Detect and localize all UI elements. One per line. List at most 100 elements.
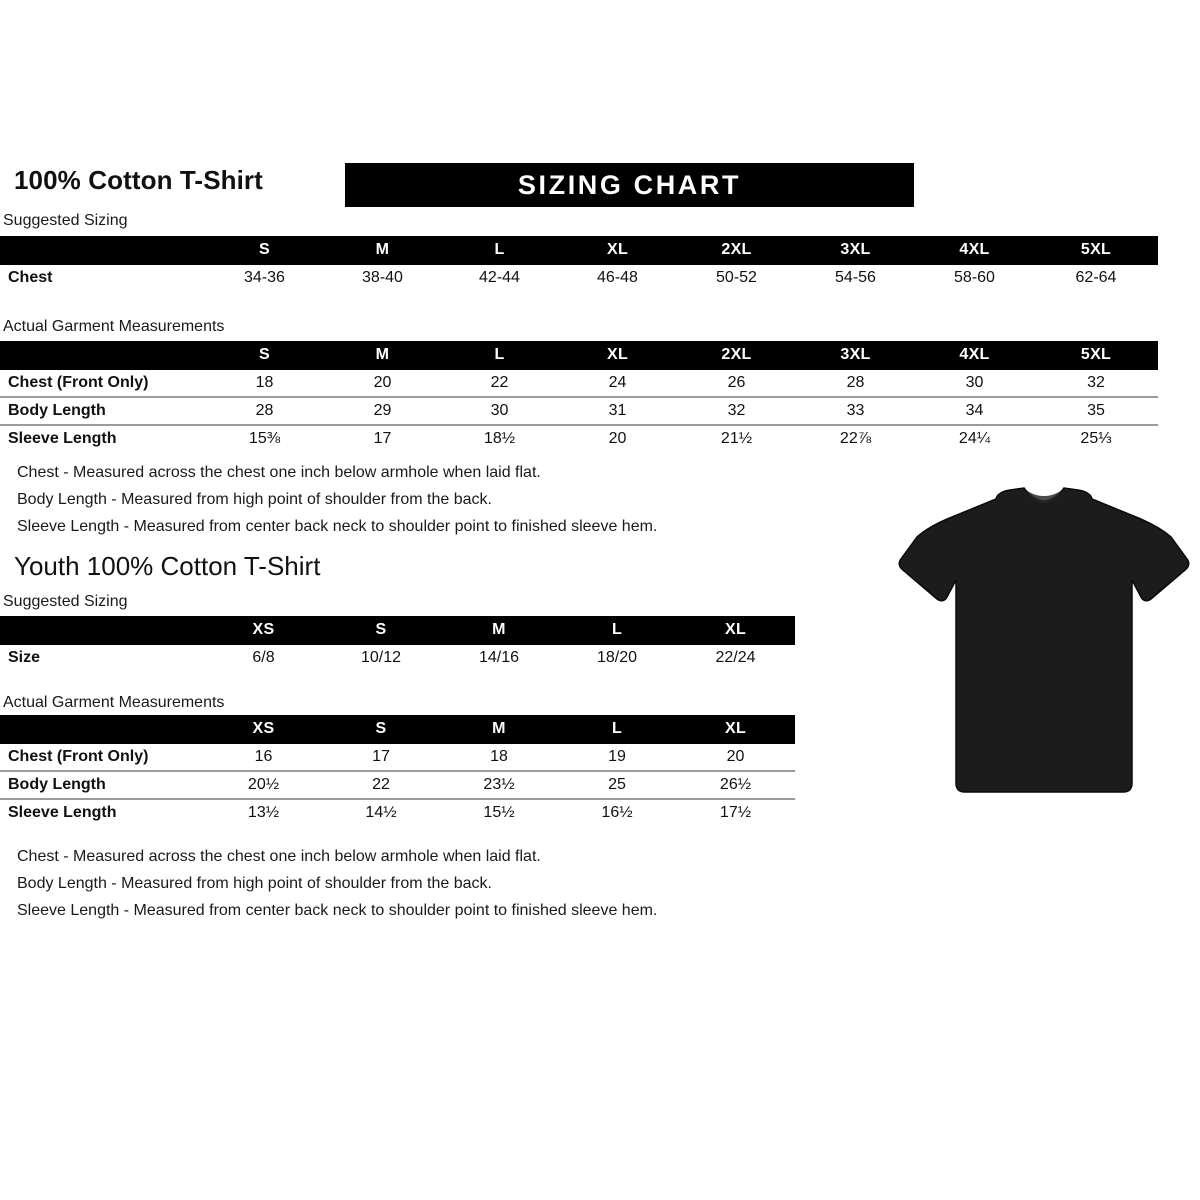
column-header-xl: XL bbox=[676, 715, 795, 744]
cell-size-xl: 22/24 bbox=[676, 645, 795, 671]
note-body-length: Body Length - Measured from high point o… bbox=[17, 875, 492, 892]
adult-measurement-notes: Chest - Measured across the chest one in… bbox=[17, 459, 657, 540]
row-label-sleeve-length: Sleeve Length bbox=[0, 798, 205, 826]
youth-actual-measurements-label: Actual Garment Measurements bbox=[3, 694, 225, 711]
row-label-chest-front-only: Chest (Front Only) bbox=[0, 744, 205, 771]
column-header-4xl: 4XL bbox=[915, 236, 1034, 265]
column-header-rowlabel bbox=[0, 236, 205, 265]
table-header-row: XS S M L XL bbox=[0, 715, 795, 744]
cell-chest-5xl: 62-64 bbox=[1034, 265, 1158, 291]
column-header-s: S bbox=[205, 341, 324, 370]
column-header-xs: XS bbox=[205, 715, 322, 744]
table-header-row: S M L XL 2XL 3XL 4XL 5XL bbox=[0, 341, 1158, 370]
table-row: Size 6/8 10/12 14/16 18/20 22/24 bbox=[0, 645, 795, 671]
cell-sleevelength-m: 17 bbox=[324, 424, 441, 452]
column-header-l: L bbox=[441, 236, 558, 265]
note-chest: Chest - Measured across the chest one in… bbox=[17, 848, 541, 865]
cell-chest-4xl: 58-60 bbox=[915, 265, 1034, 291]
row-label-chest: Chest bbox=[0, 265, 205, 291]
cell-bodylength-m: 23½ bbox=[440, 770, 558, 799]
adult-actual-measurements-label: Actual Garment Measurements bbox=[3, 318, 225, 335]
table-row: Body Length 20½ 22 23½ 25 26½ bbox=[0, 770, 795, 799]
column-header-5xl: 5XL bbox=[1034, 236, 1158, 265]
cell-size-l: 18/20 bbox=[558, 645, 676, 671]
cell-chestfront-4xl: 30 bbox=[915, 370, 1034, 397]
cell-sleevelength-5xl: 25⅓ bbox=[1034, 424, 1158, 452]
cell-chestfront-xs: 16 bbox=[205, 744, 322, 771]
column-header-m: M bbox=[324, 341, 441, 370]
cell-size-m: 14/16 bbox=[440, 645, 558, 671]
column-header-xs: XS bbox=[205, 616, 322, 645]
cell-chestfront-l: 19 bbox=[558, 744, 676, 771]
column-header-rowlabel bbox=[0, 341, 205, 370]
note-body-length: Body Length - Measured from high point o… bbox=[17, 491, 492, 508]
cell-bodylength-5xl: 35 bbox=[1034, 396, 1158, 425]
row-label-chest-front-only: Chest (Front Only) bbox=[0, 370, 205, 397]
cell-bodylength-l: 30 bbox=[441, 396, 558, 425]
cell-size-s: 10/12 bbox=[322, 645, 440, 671]
column-header-s: S bbox=[205, 236, 324, 265]
column-header-3xl: 3XL bbox=[796, 236, 915, 265]
cell-chest-s: 34-36 bbox=[205, 265, 324, 291]
column-header-3xl: 3XL bbox=[796, 341, 915, 370]
cell-bodylength-2xl: 32 bbox=[677, 396, 796, 425]
cell-sleevelength-xl: 17½ bbox=[676, 798, 795, 826]
cell-sleevelength-4xl: 24¼ bbox=[915, 424, 1034, 452]
cell-bodylength-m: 29 bbox=[324, 396, 441, 425]
adult-suggested-sizing-table: S M L XL 2XL 3XL 4XL 5XL Chest 34-36 38-… bbox=[0, 236, 1158, 291]
cell-sleevelength-s: 15⅜ bbox=[205, 424, 324, 452]
cell-sleevelength-3xl: 22⅞ bbox=[796, 424, 915, 452]
cell-chest-l: 42-44 bbox=[441, 265, 558, 291]
sizing-chart-banner: SIZING CHART bbox=[345, 163, 914, 207]
column-header-l: L bbox=[558, 616, 676, 645]
cell-sleevelength-s: 14½ bbox=[322, 798, 440, 826]
adult-suggested-sizing-label: Suggested Sizing bbox=[3, 212, 128, 229]
table-row: Chest 34-36 38-40 42-44 46-48 50-52 54-5… bbox=[0, 265, 1158, 291]
cell-sleevelength-m: 15½ bbox=[440, 798, 558, 826]
cell-bodylength-3xl: 33 bbox=[796, 396, 915, 425]
row-label-body-length: Body Length bbox=[0, 396, 205, 425]
column-header-xl: XL bbox=[558, 341, 677, 370]
page-header: 100% Cotton T-Shirt SIZING CHART bbox=[14, 163, 1186, 211]
cell-size-xs: 6/8 bbox=[205, 645, 322, 671]
column-header-xl: XL bbox=[676, 616, 795, 645]
adult-actual-measurements-table: S M L XL 2XL 3XL 4XL 5XL Chest (Front On… bbox=[0, 341, 1158, 452]
cell-sleevelength-2xl: 21½ bbox=[677, 424, 796, 452]
column-header-rowlabel bbox=[0, 715, 205, 744]
column-header-5xl: 5XL bbox=[1034, 341, 1158, 370]
table-row: Chest (Front Only) 16 17 18 19 20 bbox=[0, 744, 795, 771]
column-header-rowlabel bbox=[0, 616, 205, 645]
youth-section-title: Youth 100% Cotton T-Shirt bbox=[14, 551, 321, 581]
note-sleeve-length: Sleeve Length - Measured from center bac… bbox=[17, 902, 658, 919]
cell-sleevelength-l: 18½ bbox=[441, 424, 558, 452]
youth-measurement-notes: Chest - Measured across the chest one in… bbox=[17, 843, 657, 924]
youth-suggested-sizing-label: Suggested Sizing bbox=[3, 593, 128, 610]
column-header-s: S bbox=[322, 715, 440, 744]
column-header-2xl: 2XL bbox=[677, 341, 796, 370]
tshirt-illustration bbox=[893, 487, 1195, 802]
cell-bodylength-xs: 20½ bbox=[205, 770, 322, 799]
row-label-size: Size bbox=[0, 645, 205, 671]
cell-sleevelength-l: 16½ bbox=[558, 798, 676, 826]
column-header-4xl: 4XL bbox=[915, 341, 1034, 370]
sizing-chart-banner-label: SIZING CHART bbox=[517, 169, 742, 200]
cell-chest-2xl: 50-52 bbox=[677, 265, 796, 291]
cell-chest-xl: 46-48 bbox=[558, 265, 677, 291]
column-header-xl: XL bbox=[558, 236, 677, 265]
table-row: Chest (Front Only) 18 20 22 24 26 28 30 … bbox=[0, 370, 1158, 397]
tshirt-icon bbox=[898, 487, 1190, 793]
cell-chestfront-2xl: 26 bbox=[677, 370, 796, 397]
column-header-l: L bbox=[558, 715, 676, 744]
cell-chestfront-xl: 20 bbox=[676, 744, 795, 771]
cell-bodylength-xl: 31 bbox=[558, 396, 677, 425]
cell-chestfront-5xl: 32 bbox=[1034, 370, 1158, 397]
column-header-m: M bbox=[324, 236, 441, 265]
cell-chestfront-s: 18 bbox=[205, 370, 324, 397]
row-label-sleeve-length: Sleeve Length bbox=[0, 424, 205, 452]
cell-chest-3xl: 54-56 bbox=[796, 265, 915, 291]
cell-bodylength-s: 22 bbox=[322, 770, 440, 799]
cell-bodylength-s: 28 bbox=[205, 396, 324, 425]
cell-chestfront-3xl: 28 bbox=[796, 370, 915, 397]
cell-sleevelength-xl: 20 bbox=[558, 424, 677, 452]
note-sleeve-length: Sleeve Length - Measured from center bac… bbox=[17, 518, 658, 535]
